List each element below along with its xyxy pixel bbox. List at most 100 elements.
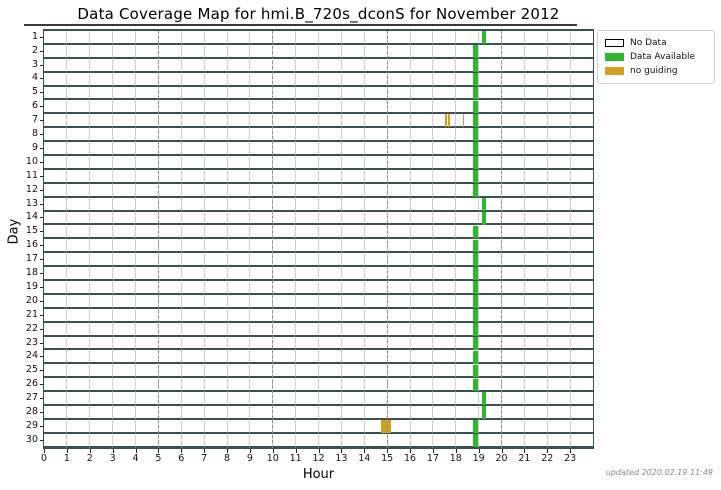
coverage-segment-available	[472, 253, 478, 267]
x-tick	[432, 449, 434, 453]
hour-gridline	[478, 31, 480, 448]
y-tick-label: 1	[31, 30, 38, 42]
legend-label: No Data	[630, 38, 667, 48]
x-tick	[341, 449, 343, 453]
y-tick-label: 16	[25, 239, 38, 251]
x-tick-label: 21	[518, 453, 531, 464]
hour-gridline	[432, 31, 434, 448]
updated-timestamp: updated 2020.02.19 11:49	[605, 468, 713, 477]
coverage-segment-no_guiding	[381, 420, 392, 434]
x-tick	[364, 449, 366, 453]
y-tick	[40, 175, 43, 177]
x-tick	[44, 449, 45, 453]
y-tick	[40, 92, 43, 94]
x-tick-label: 7	[201, 453, 208, 464]
coverage-segment-available	[472, 322, 478, 336]
y-tick-label: 26	[25, 378, 38, 390]
coverage-segment-available	[472, 267, 478, 281]
x-tick	[227, 449, 228, 453]
y-tick	[40, 231, 43, 233]
y-tick-label: 18	[25, 267, 38, 279]
y-tick	[40, 217, 43, 219]
x-tick-label: 9	[246, 453, 253, 464]
coverage-segment-available	[472, 44, 478, 58]
coverage-segment-available	[472, 142, 478, 156]
coverage-segment-available	[472, 336, 478, 350]
title-underline	[24, 24, 577, 26]
chart-title: Data Coverage Map for hmi.B_720s_dconS f…	[77, 5, 560, 23]
x-tick-label: 18	[449, 453, 462, 464]
y-tick-label: 29	[25, 419, 38, 431]
hour-gridline	[112, 31, 114, 448]
y-tick-label: 28	[25, 406, 38, 418]
x-tick	[66, 449, 68, 453]
y-tick-label: 25	[25, 364, 38, 376]
coverage-segment-no_guiding	[462, 114, 465, 128]
x-tick	[524, 449, 526, 453]
y-tick	[40, 147, 43, 149]
x-tick-label: 5	[155, 453, 162, 464]
y-tick-label: 4	[31, 72, 38, 84]
coverage-segment-available	[472, 58, 478, 72]
coverage-segment-available	[472, 239, 478, 253]
x-tick	[135, 449, 137, 453]
y-tick	[40, 425, 43, 427]
x-tick	[181, 449, 183, 453]
y-tick	[40, 120, 43, 122]
coverage-segment-available	[472, 170, 478, 183]
major-hour-gridline	[272, 31, 274, 448]
x-tick	[272, 449, 274, 453]
hour-gridline	[546, 31, 548, 448]
x-tick-label: 8	[223, 453, 231, 464]
coverage-segment-available	[472, 183, 478, 197]
x-tick	[249, 449, 251, 453]
coverage-segment-available	[472, 114, 478, 128]
x-tick-label: 16	[403, 453, 417, 464]
y-tick-label: 9	[31, 141, 38, 153]
y-tick	[40, 328, 43, 330]
hour-gridline	[455, 31, 457, 448]
legend-swatch-data-available	[605, 53, 624, 61]
coverage-segment-available	[472, 378, 478, 392]
legend-swatch-no-data	[605, 39, 624, 47]
hour-gridline	[203, 31, 205, 448]
hour-gridline	[569, 31, 571, 448]
legend-item: no guiding	[605, 64, 707, 78]
y-tick	[40, 300, 43, 302]
hour-gridline	[295, 31, 297, 448]
x-tick-label: 12	[312, 453, 325, 464]
y-tick-label: 7	[31, 114, 38, 126]
legend-label: Data Available	[630, 52, 696, 62]
coverage-segment-available	[481, 211, 487, 225]
hour-gridline	[340, 31, 342, 448]
x-tick-label: 11	[289, 453, 302, 464]
coverage-segment-available	[472, 281, 478, 295]
coverage-segment-available	[472, 72, 478, 86]
coverage-segments-layer	[44, 31, 593, 448]
x-axis-label: Hour	[302, 467, 335, 482]
x-tick-label: 23	[564, 453, 577, 464]
legend-label: no guiding	[630, 66, 678, 76]
y-tick	[40, 273, 43, 275]
y-tick	[40, 439, 43, 441]
coverage-segment-available	[472, 350, 478, 364]
y-tick	[40, 286, 43, 288]
y-tick-label: 27	[25, 392, 38, 404]
coverage-segment-available	[481, 31, 487, 44]
y-tick-label: 12	[25, 183, 38, 195]
y-tick-label: 20	[25, 294, 38, 306]
x-tick	[547, 449, 549, 453]
y-tick	[40, 203, 43, 205]
y-tick-label: 5	[31, 86, 38, 98]
y-tick-label: 14	[25, 211, 38, 223]
x-tick-label: 2	[86, 453, 93, 464]
coverage-segment-available	[481, 392, 487, 406]
coverage-plot-area	[43, 29, 594, 449]
y-tick-label: 2	[31, 44, 38, 56]
coverage-segment-available	[481, 406, 487, 420]
coverage-segment-available	[472, 434, 478, 447]
x-tick	[112, 449, 114, 453]
major-hour-gridline	[157, 31, 159, 448]
hour-gridline	[363, 31, 365, 448]
y-tick	[40, 370, 43, 372]
